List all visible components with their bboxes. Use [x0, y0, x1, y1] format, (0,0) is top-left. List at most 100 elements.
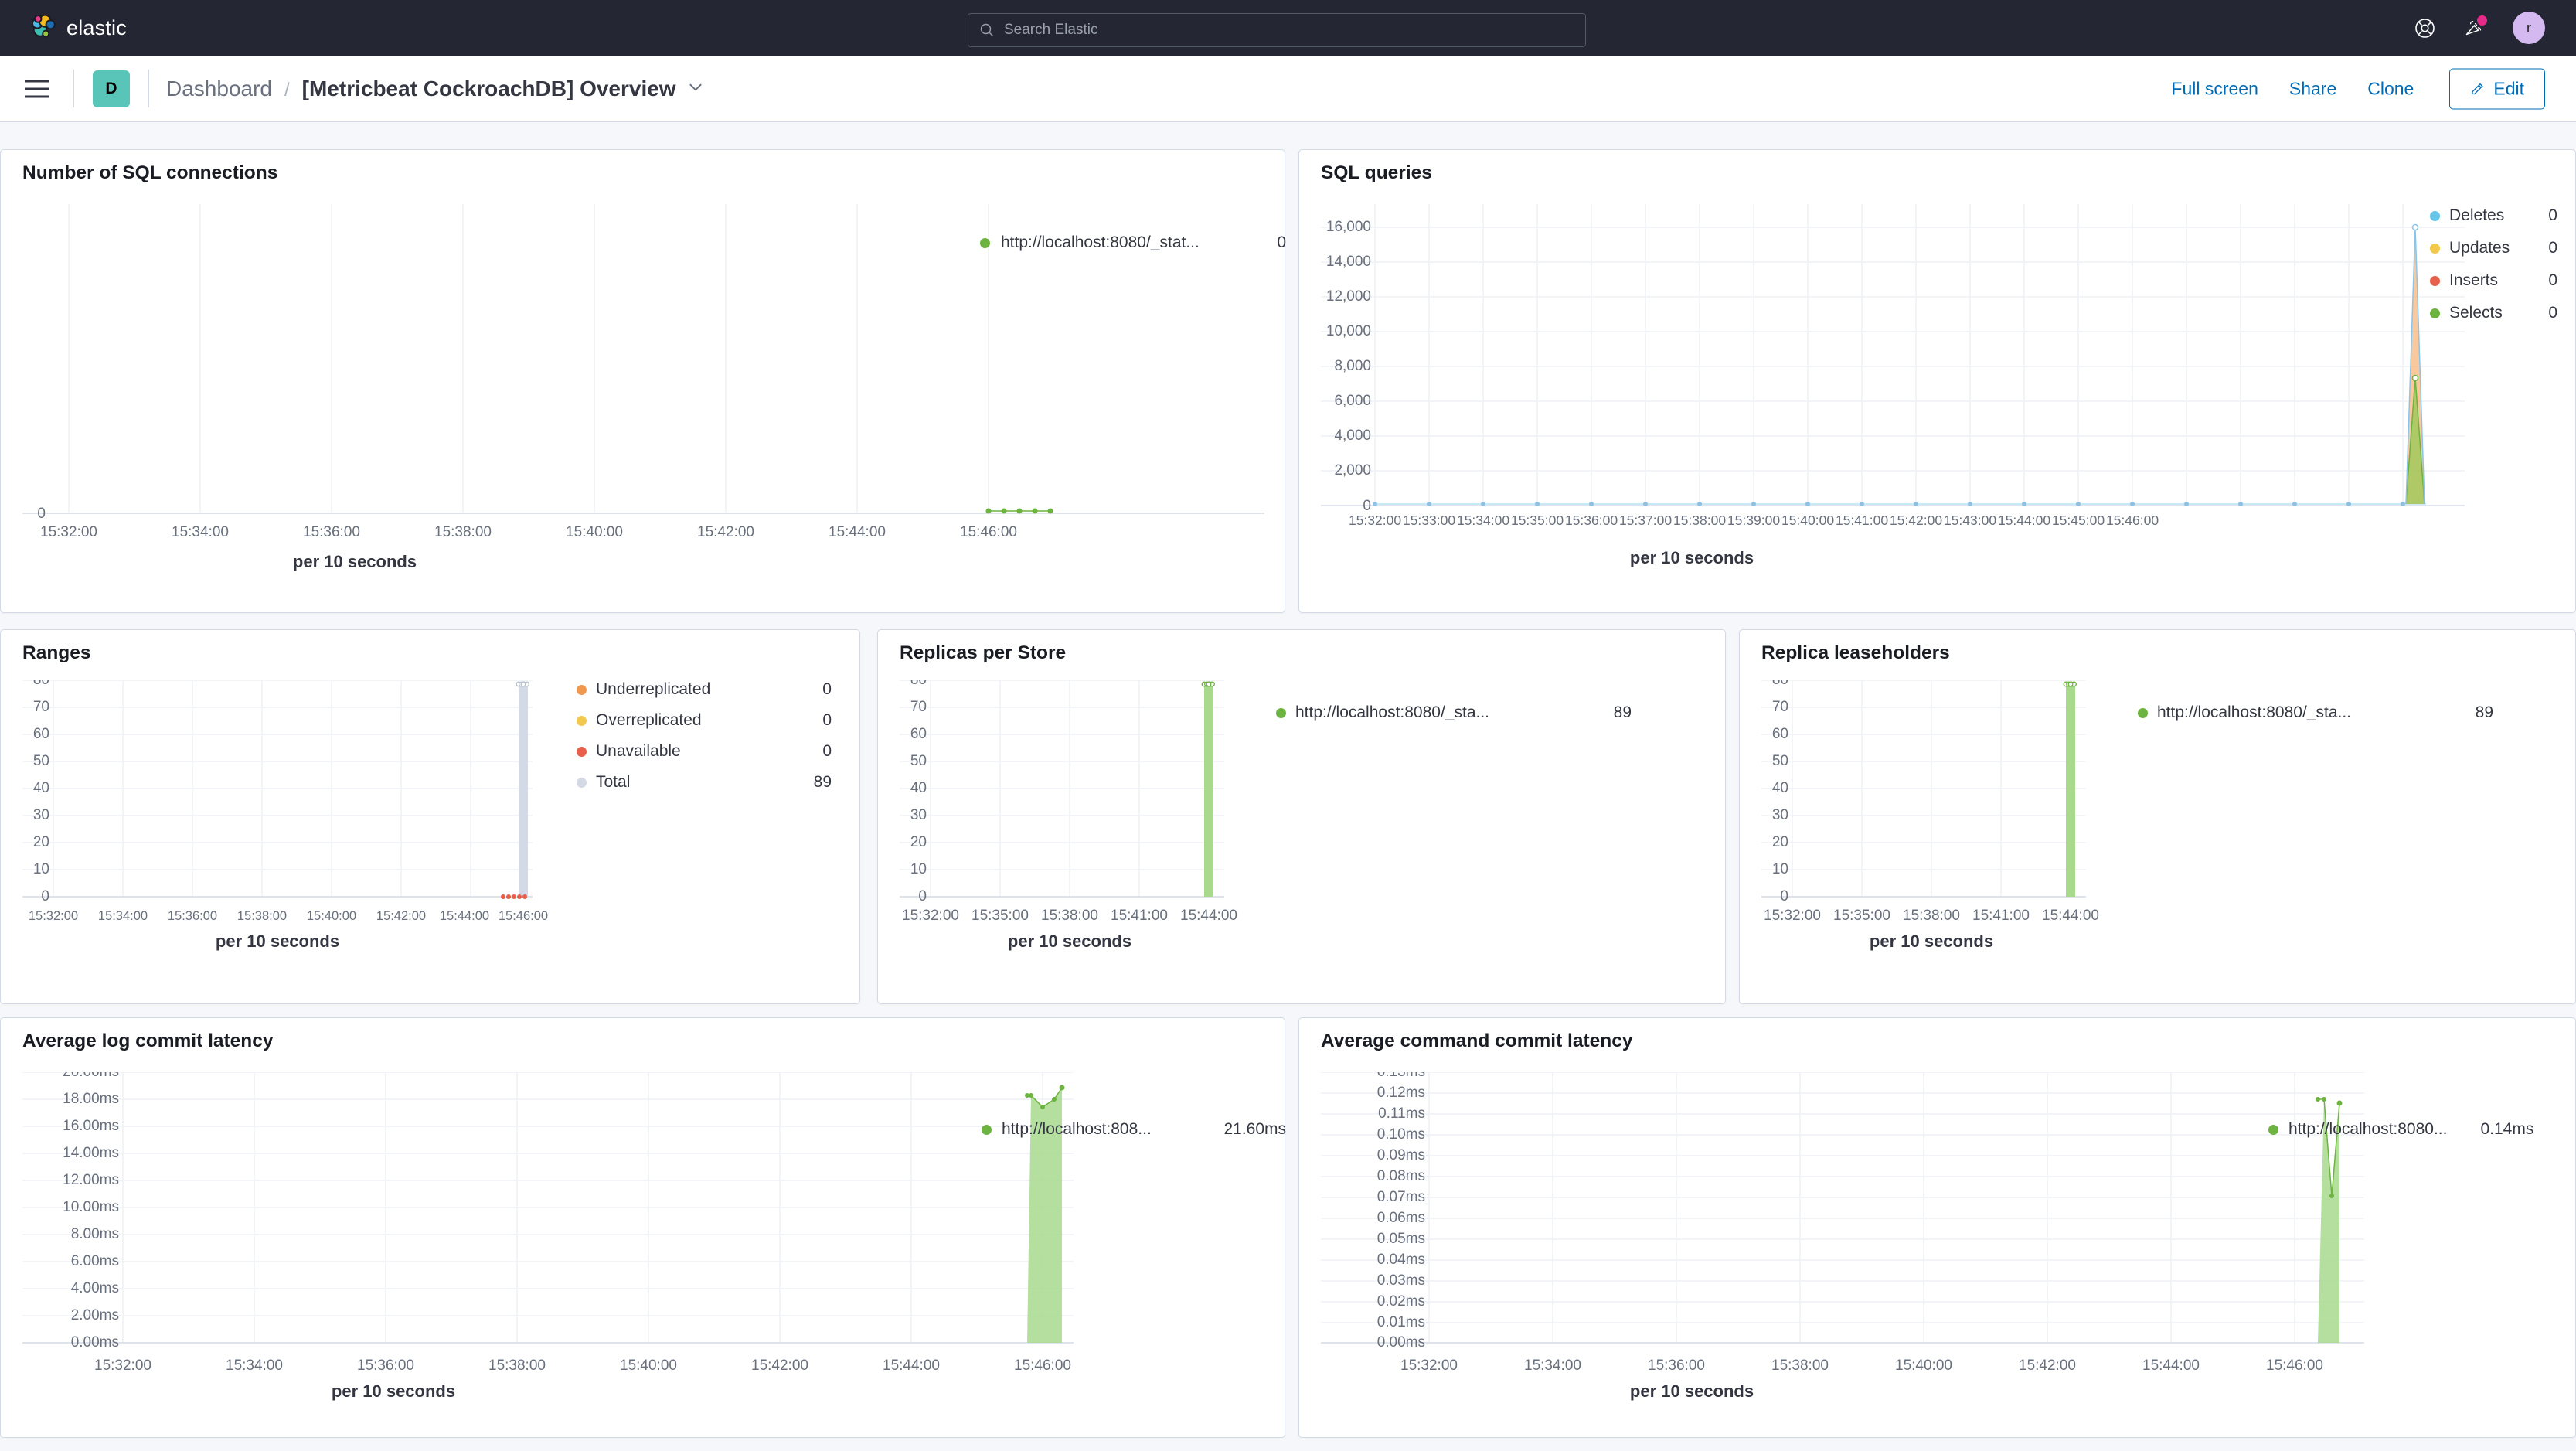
svg-text:15:32:00: 15:32:00 [29, 909, 78, 923]
svg-text:15:44:00: 15:44:00 [440, 909, 489, 923]
svg-text:15:40:00: 15:40:00 [1781, 513, 1834, 528]
svg-text:0: 0 [41, 888, 49, 904]
svg-text:15:32:00: 15:32:00 [1764, 908, 1821, 924]
svg-text:30: 30 [910, 807, 927, 823]
svg-text:per 10 seconds: per 10 seconds [1630, 548, 1754, 567]
svg-text:0.03ms: 0.03ms [1377, 1272, 1425, 1289]
svg-text:15:33:00: 15:33:00 [1403, 513, 1455, 528]
svg-text:15:38:00: 15:38:00 [1771, 1357, 1829, 1374]
svg-text:0.07ms: 0.07ms [1377, 1189, 1425, 1205]
svg-text:16,000: 16,000 [1326, 219, 1371, 235]
svg-text:0.05ms: 0.05ms [1377, 1231, 1425, 1247]
svg-text:15:37:00: 15:37:00 [1619, 513, 1672, 528]
svg-text:16.00ms: 16.00ms [63, 1118, 119, 1134]
svg-text:15:42:00: 15:42:00 [376, 909, 426, 923]
svg-text:15:42:00: 15:42:00 [751, 1357, 808, 1374]
svg-text:0.02ms: 0.02ms [1377, 1293, 1425, 1310]
svg-text:15:32:00: 15:32:00 [1349, 513, 1401, 528]
svg-text:40: 40 [33, 780, 49, 796]
svg-text:per 10 seconds: per 10 seconds [332, 1381, 455, 1401]
svg-text:15:46:00: 15:46:00 [499, 909, 548, 923]
svg-text:15:32:00: 15:32:00 [94, 1357, 151, 1374]
svg-text:15:35:00: 15:35:00 [1511, 513, 1564, 528]
svg-text:15:40:00: 15:40:00 [620, 1357, 677, 1374]
svg-text:70: 70 [1772, 699, 1788, 715]
svg-text:15:32:00: 15:32:00 [40, 524, 97, 540]
svg-text:15:42:00: 15:42:00 [697, 524, 754, 540]
svg-text:8.00ms: 8.00ms [71, 1226, 119, 1242]
svg-text:15:34:00: 15:34:00 [226, 1357, 283, 1374]
svg-text:15:34:00: 15:34:00 [172, 524, 229, 540]
svg-text:15:44:00: 15:44:00 [2042, 908, 2099, 924]
svg-text:10: 10 [1772, 861, 1788, 877]
svg-text:15:46:00: 15:46:00 [2266, 1357, 2323, 1374]
svg-text:80: 80 [910, 680, 927, 688]
svg-text:10,000: 10,000 [1326, 323, 1371, 339]
svg-text:40: 40 [1772, 780, 1788, 796]
svg-text:18.00ms: 18.00ms [63, 1091, 119, 1107]
svg-text:10: 10 [910, 861, 927, 877]
svg-text:12.00ms: 12.00ms [63, 1172, 119, 1188]
svg-text:15:42:00: 15:42:00 [1890, 513, 1942, 528]
svg-text:0.09ms: 0.09ms [1377, 1147, 1425, 1163]
svg-text:0: 0 [1363, 498, 1371, 514]
svg-text:15:46:00: 15:46:00 [1014, 1357, 1071, 1374]
svg-text:2.00ms: 2.00ms [71, 1307, 119, 1323]
svg-text:50: 50 [1772, 753, 1788, 769]
svg-text:per 10 seconds: per 10 seconds [216, 932, 339, 951]
svg-text:15:38:00: 15:38:00 [1673, 513, 1726, 528]
svg-text:2,000: 2,000 [1334, 462, 1371, 479]
svg-text:per 10 seconds: per 10 seconds [293, 552, 417, 571]
svg-text:15:44:00: 15:44:00 [883, 1357, 940, 1374]
svg-text:30: 30 [1772, 807, 1788, 823]
svg-text:80: 80 [1772, 680, 1788, 688]
svg-text:50: 50 [33, 753, 49, 769]
svg-text:0.04ms: 0.04ms [1377, 1252, 1425, 1268]
svg-text:15:45:00: 15:45:00 [2052, 513, 2105, 528]
svg-text:6.00ms: 6.00ms [71, 1253, 119, 1269]
svg-text:0.00ms: 0.00ms [1377, 1334, 1425, 1351]
svg-text:0.00ms: 0.00ms [71, 1334, 119, 1351]
svg-text:15:35:00: 15:35:00 [1833, 908, 1890, 924]
svg-text:40: 40 [910, 780, 927, 796]
svg-text:15:34:00: 15:34:00 [98, 909, 148, 923]
svg-text:15:40:00: 15:40:00 [307, 909, 356, 923]
svg-text:10.00ms: 10.00ms [63, 1199, 119, 1215]
svg-text:15:38:00: 15:38:00 [434, 524, 492, 540]
svg-text:10: 10 [33, 861, 49, 877]
svg-text:15:38:00: 15:38:00 [488, 1357, 546, 1374]
svg-text:15:42:00: 15:42:00 [2019, 1357, 2076, 1374]
svg-text:80: 80 [33, 680, 49, 688]
svg-text:60: 60 [1772, 726, 1788, 742]
svg-text:50: 50 [910, 753, 927, 769]
svg-text:60: 60 [910, 726, 927, 742]
svg-text:0.11ms: 0.11ms [1378, 1105, 1425, 1122]
svg-text:15:36:00: 15:36:00 [1565, 513, 1618, 528]
svg-text:0.06ms: 0.06ms [1377, 1210, 1425, 1226]
svg-text:15:32:00: 15:32:00 [902, 908, 959, 924]
svg-text:15:46:00: 15:46:00 [2106, 513, 2159, 528]
svg-text:15:41:00: 15:41:00 [1111, 908, 1168, 924]
svg-text:15:39:00: 15:39:00 [1727, 513, 1780, 528]
svg-text:15:41:00: 15:41:00 [1972, 908, 2030, 924]
svg-text:0: 0 [918, 888, 927, 904]
svg-text:20: 20 [910, 834, 927, 850]
svg-text:15:40:00: 15:40:00 [566, 524, 623, 540]
svg-text:15:38:00: 15:38:00 [1903, 908, 1960, 924]
svg-text:4.00ms: 4.00ms [71, 1280, 119, 1296]
svg-text:0.12ms: 0.12ms [1377, 1085, 1425, 1101]
svg-text:30: 30 [33, 807, 49, 823]
svg-text:15:34:00: 15:34:00 [1457, 513, 1509, 528]
svg-text:15:40:00: 15:40:00 [1895, 1357, 1952, 1374]
svg-text:15:32:00: 15:32:00 [1400, 1357, 1458, 1374]
svg-text:15:36:00: 15:36:00 [303, 524, 360, 540]
svg-text:15:36:00: 15:36:00 [168, 909, 217, 923]
svg-text:15:38:00: 15:38:00 [237, 909, 287, 923]
svg-text:15:41:00: 15:41:00 [1836, 513, 1888, 528]
svg-text:15:44:00: 15:44:00 [1180, 908, 1237, 924]
svg-text:60: 60 [33, 726, 49, 742]
svg-text:12,000: 12,000 [1326, 288, 1371, 305]
svg-text:0.01ms: 0.01ms [1377, 1314, 1425, 1330]
svg-text:15:34:00: 15:34:00 [1524, 1357, 1581, 1374]
svg-text:0.08ms: 0.08ms [1377, 1168, 1425, 1184]
